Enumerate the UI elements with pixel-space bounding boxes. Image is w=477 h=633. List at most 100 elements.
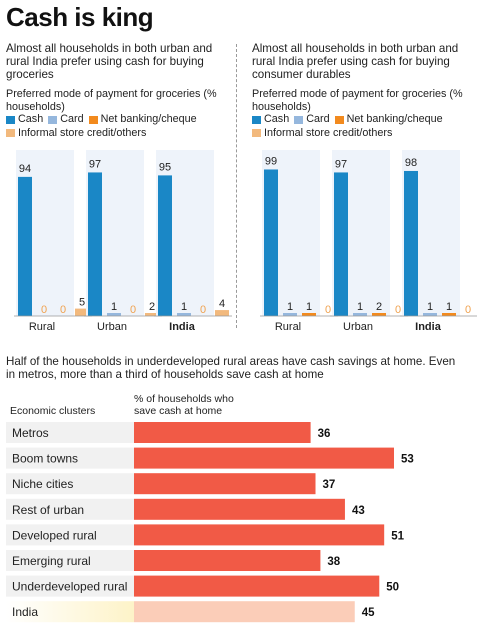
cluster-label-india: India	[12, 605, 38, 619]
category-label-urban: Urban	[97, 321, 127, 333]
data-label-informal-store-credit-others-rural: 0	[325, 304, 331, 316]
data-label-cash-rural: 94	[19, 163, 31, 175]
right-panel: Almost all households in both urban and …	[252, 42, 474, 140]
savings-bar-underdeveloped-rural	[134, 575, 380, 597]
category-label-urban: Urban	[343, 321, 373, 333]
data-label-net-banking-cheque-india: 0	[200, 304, 206, 316]
legend-card: Card	[294, 113, 330, 127]
data-label-informal-store-credit-others-india: 0	[465, 304, 471, 316]
savings-bar-niche-cities	[134, 473, 316, 495]
page-title: Cash is king	[6, 2, 154, 32]
data-label-informal-store-credit-others-india: 4	[219, 298, 225, 310]
row-background-developed-rural	[6, 524, 134, 546]
right-headline: Almost all households in both urban and …	[252, 42, 459, 81]
legend-label-informal: Informal store credit/others	[18, 126, 147, 139]
cluster-label-niche-cities: Niche cities	[12, 477, 73, 491]
cluster-label-metros: Metros	[12, 426, 49, 440]
legend-label-card: Card	[60, 113, 84, 125]
value-label-niche-cities: 37	[323, 479, 336, 491]
data-label-card-urban: 1	[357, 301, 363, 313]
legend-label-netbanking: Net banking/cheque	[100, 113, 197, 125]
data-label-informal-store-credit-others-rural: 5	[79, 297, 85, 309]
value-label-metros: 36	[318, 428, 331, 440]
legend-swatch-netbanking	[334, 115, 344, 124]
value-label-underdeveloped-rural: 50	[386, 582, 399, 594]
value-label-boom-towns: 53	[401, 454, 414, 466]
data-label-cash-urban: 97	[89, 158, 101, 170]
data-label-card-rural: 0	[41, 304, 47, 316]
cluster-label-rest-of-urban: Rest of urban	[12, 503, 84, 517]
left-column-chart: 94 0 0 5 Rural 97 1 0 2 Urban 95 1 0 4 India	[14, 150, 232, 333]
bar-informal-store-credit-others-india	[215, 310, 229, 316]
category-label-rural: Rural	[29, 321, 55, 333]
data-label-net-banking-cheque-rural: 1	[306, 301, 312, 313]
row-background-india	[6, 601, 134, 623]
savings-header: % of households who save cash at home	[134, 393, 234, 417]
data-label-card-rural: 1	[287, 301, 293, 313]
legend-swatch-card	[294, 115, 304, 124]
data-label-cash-india: 95	[159, 161, 171, 173]
value-label-developed-rural: 51	[391, 530, 404, 542]
legend-netbanking: Net banking/cheque	[334, 113, 443, 127]
data-label-card-india: 1	[427, 301, 433, 313]
value-label-emerging-rural: 38	[327, 556, 340, 568]
data-label-net-banking-cheque-urban: 0	[130, 304, 136, 316]
legend-swatch-cash	[252, 115, 261, 124]
legend-netbanking: Net banking/cheque	[88, 113, 197, 127]
legend-label-cash: Cash	[18, 113, 44, 125]
data-label-informal-store-credit-others-urban: 2	[149, 301, 155, 313]
legend-informal: Informal store credit/others	[252, 127, 392, 141]
bar-card-india	[423, 313, 437, 316]
right-legend: Cash Card Net banking/cheque Informal st…	[252, 113, 474, 140]
row-background-rest-of-urban	[6, 498, 134, 520]
data-label-cash-urban: 97	[335, 158, 347, 170]
bar-informal-store-credit-others-urban	[145, 313, 159, 316]
bar-informal-store-credit-others-rural	[75, 308, 89, 316]
legend-swatch-informal	[252, 129, 261, 138]
bar-cash-rural	[18, 176, 32, 316]
data-label-net-banking-cheque-india: 1	[446, 301, 452, 313]
legend-label-informal: Informal store credit/others	[264, 126, 393, 139]
legend-label-netbanking: Net banking/cheque	[346, 113, 443, 125]
left-headline: Almost all households in both urban and …	[6, 42, 213, 81]
data-label-net-banking-cheque-rural: 0	[60, 304, 66, 316]
row-background-niche-cities	[6, 473, 134, 495]
cluster-label-boom-towns: Boom towns	[12, 452, 78, 466]
bar-cash-urban	[334, 172, 348, 316]
bar-card-urban	[353, 313, 367, 316]
cluster-label-underdeveloped-rural: Underdeveloped rural	[12, 580, 127, 594]
savings-bar-chart: Economic clusters % of households who save…	[6, 393, 414, 623]
savings-bar-emerging-rural	[134, 550, 321, 571]
bar-cash-india	[404, 170, 418, 316]
right-subtitle: Preferred mode of payment for groceries …	[252, 88, 463, 113]
value-label-rest-of-urban: 43	[352, 505, 365, 517]
row-background-emerging-rural	[6, 550, 134, 571]
bar-net-banking-cheque-rural	[302, 313, 316, 316]
legend-swatch-card	[48, 115, 58, 124]
bar-cash-urban	[88, 172, 102, 316]
value-label-india: 45	[362, 607, 375, 619]
left-subtitle: Preferred mode of payment for groceries …	[6, 88, 217, 113]
bar-card-urban	[107, 313, 121, 316]
row-background-boom-towns	[6, 447, 134, 469]
row-background-underdeveloped-rural	[6, 575, 134, 597]
data-label-cash-rural: 99	[265, 155, 277, 167]
economic-clusters-header: Economic clusters	[10, 405, 95, 417]
savings-bar-developed-rural	[134, 524, 385, 546]
legend-label-cash: Cash	[264, 113, 290, 125]
data-label-net-banking-cheque-urban: 2	[376, 301, 382, 313]
bar-cash-rural	[264, 169, 278, 316]
category-label-rural: Rural	[275, 321, 301, 333]
bar-net-banking-cheque-india	[442, 313, 456, 316]
row-background-metros	[6, 422, 134, 443]
legend-cash: Cash	[6, 113, 43, 127]
data-label-cash-india: 98	[405, 157, 417, 169]
legend-swatch-cash	[6, 115, 15, 124]
right-column-chart: 99 1 1 0 Rural 97 1 2 0 Urban 98 1 1 0 India	[260, 150, 477, 333]
section2-headline: Half of the households in underdeveloped…	[6, 355, 456, 381]
savings-bar-rest-of-urban	[134, 498, 345, 520]
savings-bar-india	[134, 601, 355, 623]
legend-swatch-netbanking	[88, 115, 98, 124]
savings-bar-boom-towns	[134, 447, 394, 469]
bar-net-banking-cheque-urban	[372, 313, 386, 316]
